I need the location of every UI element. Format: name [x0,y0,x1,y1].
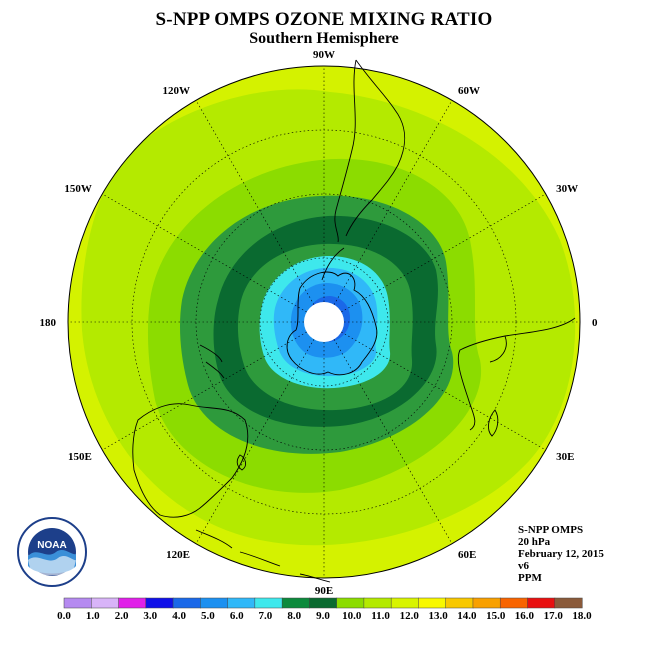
units-label: PPM [518,572,542,584]
longitude-label: 90W [313,49,335,61]
meridian-line [341,331,546,451]
longitude-label: 0 [592,317,598,329]
longitude-label: 60E [458,549,476,561]
longitude-label: 150E [68,451,92,463]
logo-text: NOAA [37,540,66,551]
map-boundary [67,65,581,579]
tasmania [236,454,247,471]
polar-missing-data [304,302,344,342]
meridian-line [195,100,315,305]
longitude-label: 90E [315,585,333,597]
graticule [68,66,580,578]
new-zealand [199,344,225,379]
coastlines [132,59,576,583]
longitude-label: 120E [166,549,190,561]
date-label: February 12, 2015 [518,548,604,560]
version-label: v6 [518,560,529,572]
instrument-label: S-NPP OMPS [518,524,584,536]
longitude-label: 30W [556,183,578,195]
meridian-line [333,100,453,305]
map-subtitle: Southern Hemisphere [249,30,399,47]
africa-coast [457,317,576,431]
south-america-coast [334,59,406,243]
longitude-labels: 0 30W 60W 90W 120W 150W 180 150E 120E 90E 60E 30E [40,49,599,597]
longitude-label: 180 [40,317,57,329]
australia-coast [132,403,249,518]
noaa-logo-icon: NOAA [17,517,87,587]
pressure-level: 20 hPa [518,536,551,548]
longitude-label: 30E [556,451,574,463]
meridian-line [102,331,307,451]
antarctic-peninsula [321,247,345,281]
meridian-line [195,339,315,544]
antarctica-coast [286,271,378,376]
meridian-line [341,193,546,313]
meridian-line [333,339,453,544]
map-title: S-NPP OMPS OZONE MIXING RATIO [155,9,493,30]
meridian-line [102,193,307,313]
info-panel: S-NPP OMPS 20 hPa February 12, 2015 v6 P… [518,524,604,584]
longitude-label: 150W [64,183,92,195]
longitude-label: 120W [163,85,191,97]
longitude-label: 60W [458,85,480,97]
